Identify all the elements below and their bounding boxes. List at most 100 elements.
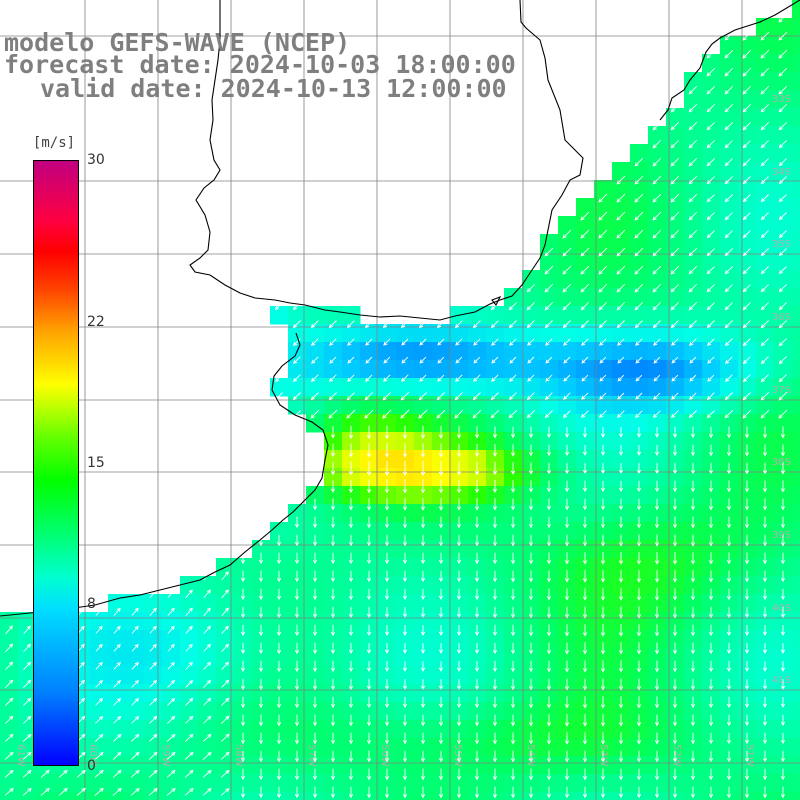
wind-speed-cell [432, 576, 451, 595]
wind-arrow [4, 697, 14, 707]
wind-speed-cell [756, 288, 775, 307]
wind-speed-cell [414, 414, 433, 433]
wind-arrow [724, 85, 734, 95]
longitude-label: 61W [15, 744, 26, 767]
wind-speed-cell [648, 162, 667, 181]
wind-speed-cell [306, 486, 325, 505]
wind-speed-cell [450, 396, 469, 415]
wind-arrow [420, 768, 426, 781]
wind-speed-cell [702, 720, 721, 739]
wind-arrow [600, 445, 606, 456]
wind-speed-cell [270, 594, 289, 613]
wind-speed-cell [54, 774, 73, 793]
wind-arrow [618, 606, 624, 619]
wind-speed-cell [630, 324, 649, 343]
wind-speed-cell [468, 594, 487, 613]
wind-arrow [438, 679, 444, 690]
wind-speed-cell [738, 252, 757, 271]
wind-arrow [437, 338, 445, 346]
wind-speed-cell [612, 738, 631, 757]
wind-arrow [652, 229, 662, 239]
wind-speed-cell [666, 324, 685, 343]
wind-speed-cell [558, 648, 577, 667]
wind-arrow [670, 157, 680, 167]
wind-arrow [636, 534, 642, 547]
wind-arrow [690, 570, 696, 583]
wind-arrow [760, 67, 770, 77]
wind-speed-cell [414, 684, 433, 703]
wind-arrow [708, 660, 714, 673]
wind-speed-cell [594, 396, 613, 415]
wind-speed-cell [540, 396, 559, 415]
wind-arrow [708, 696, 714, 709]
wind-arrow [492, 444, 498, 457]
wind-arrow [582, 516, 588, 529]
wind-speed-cell [432, 774, 451, 793]
wind-speed-cell [360, 486, 379, 505]
wind-arrow [724, 194, 733, 203]
wind-speed-cell [738, 576, 757, 595]
wind-arrow [348, 750, 354, 763]
wind-arrow [618, 463, 624, 474]
wind-speed-cell [558, 288, 577, 307]
wind-speed-cell [558, 378, 577, 397]
wind-arrow [438, 732, 444, 745]
wind-speed-cell [594, 180, 613, 199]
wind-speed-cell [648, 432, 667, 451]
wind-arrow [402, 643, 408, 654]
wind-arrow [510, 732, 516, 745]
wind-arrow [22, 769, 32, 778]
wind-speed-cell [702, 612, 721, 631]
wind-speed-cell [486, 450, 505, 469]
wind-arrow [492, 552, 498, 565]
wind-speed-cell [702, 738, 721, 757]
wind-speed-cell [90, 774, 109, 793]
wind-arrow [654, 714, 660, 727]
wind-speed-cell [756, 18, 775, 37]
wind-speed-cell [468, 522, 487, 541]
wind-speed-cell [666, 612, 685, 631]
wind-arrow [240, 768, 246, 781]
wind-arrow [599, 356, 607, 364]
wind-speed-cell [414, 558, 433, 577]
wind-arrow [312, 516, 318, 529]
wind-speed-cell [306, 720, 325, 739]
wind-arrow [294, 678, 300, 691]
wind-arrow [762, 697, 768, 708]
wind-arrow [580, 229, 590, 239]
wind-speed-cell [288, 522, 307, 541]
wind-arrow [149, 715, 158, 724]
wind-speed-cell [612, 198, 631, 217]
wind-speed-cell [432, 468, 451, 487]
wind-arrow [654, 642, 660, 655]
wind-arrow [778, 140, 787, 149]
wind-arrow [185, 679, 194, 688]
wind-speed-cell [684, 504, 703, 523]
wind-arrow [780, 426, 786, 439]
wind-arrow [510, 714, 516, 727]
wind-speed-cell [504, 756, 523, 775]
wind-arrow [707, 356, 715, 364]
wind-speed-cell [630, 720, 649, 739]
wind-arrow [492, 714, 498, 727]
wind-arrow [384, 786, 390, 799]
wind-arrow [616, 193, 626, 203]
wind-arrow [294, 534, 300, 547]
wind-arrow [184, 715, 194, 724]
wind-speed-cell [720, 756, 739, 775]
wind-speed-cell [486, 774, 505, 793]
wind-speed-cell [612, 252, 631, 271]
wind-speed-cell [702, 90, 721, 109]
wind-arrow [582, 427, 588, 438]
wind-speed-cell [756, 432, 775, 451]
wind-speed-cell [198, 792, 217, 800]
wind-arrow [726, 696, 732, 709]
wind-arrow [509, 374, 517, 382]
wind-arrow [149, 625, 157, 634]
wind-speed-cell [630, 360, 649, 379]
wind-speed-cell [792, 144, 800, 163]
wind-speed-cell [648, 774, 667, 793]
wind-speed-cell [684, 342, 703, 361]
wind-speed-cell [486, 468, 505, 487]
